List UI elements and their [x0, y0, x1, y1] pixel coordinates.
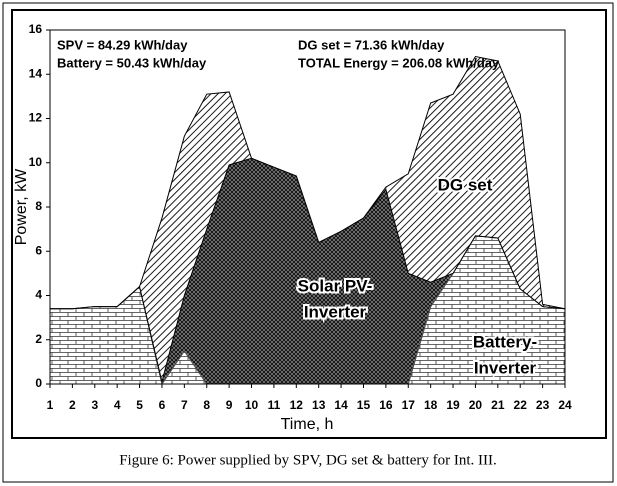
x-tick-label: 23	[536, 398, 550, 412]
x-tick-label: 8	[203, 398, 210, 412]
x-tick-label: 14	[334, 398, 348, 412]
annotation: DG set = 71.36 kWh/day	[298, 37, 445, 52]
x-tick-label: 24	[558, 398, 572, 412]
x-tick-label: 9	[226, 398, 233, 412]
annotation: TOTAL Energy = 206.08 kWh/day	[298, 55, 500, 70]
y-tick-label: 12	[29, 111, 43, 125]
y-axis-label: Power, kW	[13, 168, 30, 245]
area-label: Inverter	[304, 302, 367, 321]
x-tick-label: 2	[69, 398, 76, 412]
x-tick-label: 21	[491, 398, 505, 412]
x-tick-label: 6	[159, 398, 166, 412]
x-axis-label: Time, h	[281, 416, 334, 433]
area-label: Solar PV-	[298, 276, 373, 295]
x-tick-label: 16	[379, 398, 393, 412]
y-tick-label: 0	[35, 376, 42, 390]
y-tick-label: 8	[35, 199, 42, 213]
y-tick-label: 16	[29, 22, 43, 36]
x-tick-label: 1	[47, 398, 54, 412]
x-tick-label: 13	[312, 398, 326, 412]
x-tick-label: 17	[402, 398, 416, 412]
x-tick-label: 5	[136, 398, 143, 412]
x-tick-label: 22	[514, 398, 528, 412]
x-tick-label: 11	[268, 398, 281, 412]
annotation: SPV = 84.29 kWh/day	[57, 37, 188, 52]
area-label: DG set	[438, 175, 493, 194]
y-tick-label: 6	[35, 243, 42, 257]
x-tick-label: 20	[469, 398, 483, 412]
y-tick-label: 4	[35, 288, 42, 302]
y-tick-label: 10	[29, 155, 43, 169]
x-tick-label: 18	[424, 398, 438, 412]
x-tick-label: 4	[114, 398, 121, 412]
y-tick-label: 14	[29, 66, 43, 80]
area-label: Battery-	[473, 332, 537, 351]
caption: Figure 6: Power supplied by SPV, DG set …	[119, 452, 497, 468]
area-label: Inverter	[474, 358, 537, 377]
x-tick-label: 10	[245, 398, 259, 412]
y-tick-label: 2	[35, 332, 42, 346]
x-tick-label: 7	[181, 398, 188, 412]
x-tick-label: 12	[290, 398, 304, 412]
chart-frame	[11, 9, 607, 439]
x-tick-label: 3	[91, 398, 98, 412]
x-tick-label: 15	[357, 398, 371, 412]
annotation: Battery = 50.43 kWh/day	[57, 55, 207, 70]
x-tick-label: 19	[446, 398, 460, 412]
